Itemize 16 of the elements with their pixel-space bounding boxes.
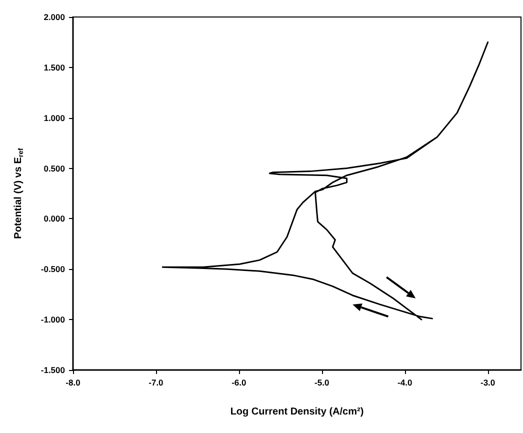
y-tick-label: 1.500 xyxy=(44,62,66,72)
y-tick-label: -1.500 xyxy=(40,365,66,375)
x-tick-label: -5.0 xyxy=(314,378,330,388)
y-tick-label: 2.000 xyxy=(44,12,66,22)
y-tick-label: 1.000 xyxy=(44,112,66,123)
x-tick-label: -4.0 xyxy=(398,378,412,388)
x-tick-label: -6.0 xyxy=(232,378,247,388)
y-tick-label: 0.500 xyxy=(44,163,66,174)
y-tick-label: -0.500 xyxy=(40,264,66,274)
y-tick-label: -1.000 xyxy=(40,314,66,325)
x-tick-label: -8.0 xyxy=(66,378,81,388)
x-tick-label: -7.0 xyxy=(148,378,164,388)
x-tick-label: -3.0 xyxy=(480,378,496,388)
y-tick-label: 0.000 xyxy=(44,214,66,224)
line-series xyxy=(162,41,489,320)
x-axis-title: Log Current Density (A/cm²) xyxy=(230,406,364,418)
